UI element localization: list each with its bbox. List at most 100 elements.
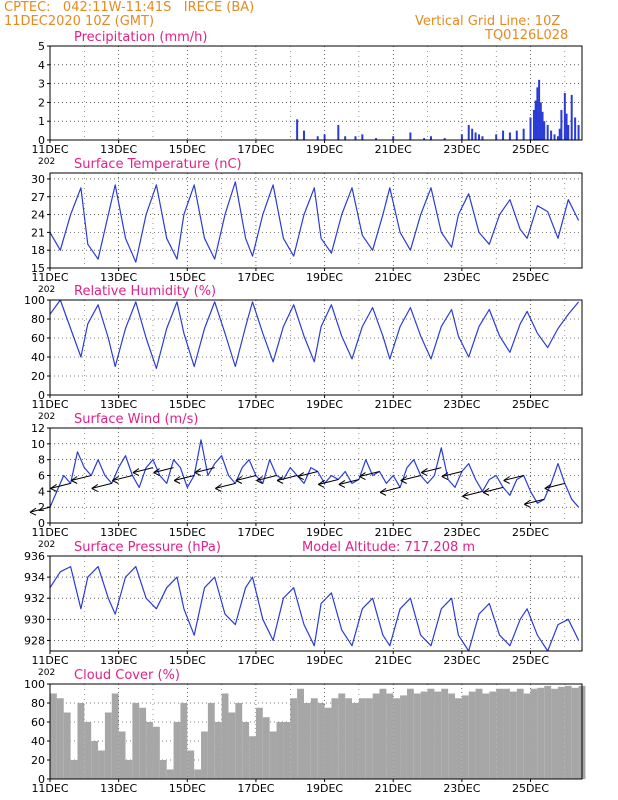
y-tick-label: 932 [24, 592, 45, 605]
precip-bar [529, 117, 532, 140]
precip-bar [443, 138, 446, 140]
wind-arrowhead [462, 491, 469, 500]
y-tick-label: 4 [38, 485, 45, 498]
precip-bar [423, 138, 426, 140]
cloud-bar [461, 695, 469, 779]
y-tick-label: 3 [38, 78, 45, 91]
x-tick-label: 25DEC [512, 143, 549, 156]
cloud-bar [221, 693, 229, 779]
y-tick-label: 930 [24, 613, 45, 626]
wind-arrowhead [359, 472, 366, 480]
cloud-bar [242, 722, 250, 779]
precip-bar [429, 136, 432, 140]
wind-arrowhead [235, 476, 243, 484]
y-tick-label: 6 [38, 470, 45, 483]
precip-bar [570, 94, 573, 140]
wind-arrowhead [276, 476, 284, 484]
x-tick-label: 23DEC [443, 271, 480, 284]
x-tick-label: 23DEC [443, 782, 480, 795]
wind-arrowhead [379, 487, 387, 496]
wind-arrow [215, 482, 236, 489]
x-tick-label: 11DEC [31, 782, 68, 795]
cloud-bar [358, 698, 366, 779]
year-fragment: 202 [38, 540, 55, 550]
x-tick-label: 11DEC [31, 526, 68, 539]
cloud-bar [152, 726, 160, 779]
precip-bar [534, 100, 537, 140]
cloud-bar [125, 760, 133, 779]
temp-series-line [49, 181, 580, 263]
cloud-bar [503, 688, 510, 779]
wind-arrow [132, 467, 154, 474]
year-fragment: 202 [38, 285, 55, 295]
cloud-bar [77, 703, 85, 779]
year-fragment: 202 [38, 668, 55, 678]
wind-arrow [112, 475, 133, 481]
temp-frame [49, 172, 583, 269]
x-tick-label: 17DEC [237, 526, 274, 539]
cloud-bar [564, 685, 572, 779]
y-tick-label: 60 [31, 332, 45, 345]
x-tick-label: 25DEC [512, 526, 549, 539]
wind-arrow [50, 482, 71, 489]
precip-bar [508, 132, 511, 140]
cloud-bar [448, 693, 456, 779]
precip-bar [574, 117, 577, 140]
x-tick-label: 19DEC [306, 143, 343, 156]
y-tick-label: 20 [31, 370, 45, 383]
temp-title: Surface Temperature (nC) [74, 157, 242, 172]
cloud-bar [544, 685, 552, 779]
precip-bar [296, 119, 299, 140]
cloud-bar [159, 760, 167, 779]
precip-bar [361, 134, 364, 140]
y-tick-label: 936 [24, 550, 45, 563]
wind-arrow [400, 475, 421, 481]
wind-arrow [379, 486, 401, 493]
precip-bar [539, 102, 542, 140]
x-tick-label: 23DEC [443, 526, 480, 539]
precip-bar [515, 130, 518, 140]
cloud-bar [523, 693, 531, 779]
precip-bar [577, 124, 580, 140]
precip-bar [375, 138, 378, 140]
y-tick-label: 18 [31, 244, 45, 257]
grid-line-note: Vertical Grid Line: 10Z [415, 14, 561, 29]
cloud-bar [228, 712, 236, 779]
cloud-bar [118, 731, 126, 779]
y-tick-label: 30 [31, 173, 45, 186]
precip-bar [563, 93, 566, 140]
cloud-bar [283, 722, 291, 779]
precip-bar [502, 130, 505, 140]
wind-arrow [503, 475, 524, 481]
cloud-bar [489, 691, 497, 779]
cloud-bar [91, 741, 99, 779]
precip-bar [536, 87, 539, 140]
y-tick-label: 60 [31, 716, 45, 729]
wind-arrowhead [256, 476, 263, 484]
cloud-bar [276, 722, 284, 779]
y-tick-label: 10 [31, 438, 45, 451]
x-tick-label: 17DEC [237, 398, 274, 411]
cloud-bar [173, 722, 181, 779]
cloud-bar [434, 691, 442, 779]
cloud-bar [551, 688, 558, 779]
precip-bar [323, 134, 326, 140]
cloud-bar [303, 703, 311, 779]
y-tick-label: 80 [31, 313, 45, 326]
cloud-bar [496, 688, 504, 779]
wind-arrowhead [173, 476, 181, 484]
wind-arrow [194, 467, 215, 474]
y-tick-label: 100 [24, 678, 45, 691]
cloud-bar [290, 698, 298, 779]
wind-arrow [338, 478, 360, 485]
x-tick-label: 23DEC [443, 398, 480, 411]
x-tick-label: 21DEC [375, 143, 412, 156]
cloud-bar [84, 722, 92, 779]
x-tick-label: 15DEC [169, 782, 206, 795]
precip-bar [344, 136, 347, 140]
precip-bar [392, 136, 395, 140]
x-tick-label: 19DEC [306, 526, 343, 539]
cloud-bar [331, 698, 339, 779]
cloud-bar [180, 703, 188, 779]
y-tick-label: 40 [31, 351, 45, 364]
